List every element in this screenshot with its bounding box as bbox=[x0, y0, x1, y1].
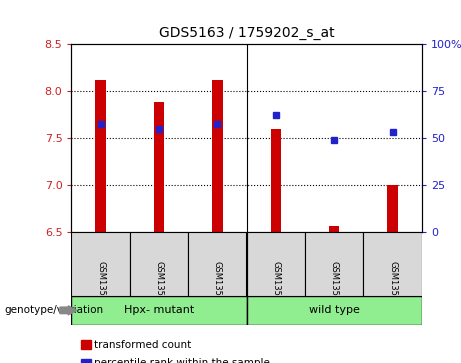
Bar bbox=[305, 232, 363, 296]
Bar bbox=[363, 232, 422, 296]
Bar bbox=[271, 129, 281, 232]
Bar bbox=[95, 80, 106, 232]
Text: GSM1356326: GSM1356326 bbox=[330, 261, 339, 317]
Bar bbox=[329, 226, 339, 232]
Bar bbox=[247, 296, 422, 325]
Text: GSM1356349: GSM1356349 bbox=[96, 261, 105, 317]
Text: GSM1356350: GSM1356350 bbox=[154, 261, 164, 317]
Bar bbox=[71, 296, 247, 325]
Bar bbox=[71, 232, 130, 296]
Bar bbox=[387, 185, 398, 232]
Title: GDS5163 / 1759202_s_at: GDS5163 / 1759202_s_at bbox=[159, 26, 334, 40]
Text: genotype/variation: genotype/variation bbox=[5, 305, 104, 315]
Bar bbox=[188, 232, 247, 296]
Text: wild type: wild type bbox=[309, 305, 360, 315]
Bar bbox=[130, 232, 188, 296]
Text: transformed count: transformed count bbox=[94, 340, 191, 350]
Text: GSM1356351: GSM1356351 bbox=[213, 261, 222, 317]
Bar bbox=[212, 80, 223, 232]
Text: GSM1356325: GSM1356325 bbox=[272, 261, 280, 317]
Bar bbox=[247, 232, 305, 296]
Text: Hpx- mutant: Hpx- mutant bbox=[124, 305, 194, 315]
Text: GSM1356327: GSM1356327 bbox=[388, 261, 397, 317]
Text: percentile rank within the sample: percentile rank within the sample bbox=[94, 358, 270, 363]
Bar bbox=[154, 102, 164, 232]
